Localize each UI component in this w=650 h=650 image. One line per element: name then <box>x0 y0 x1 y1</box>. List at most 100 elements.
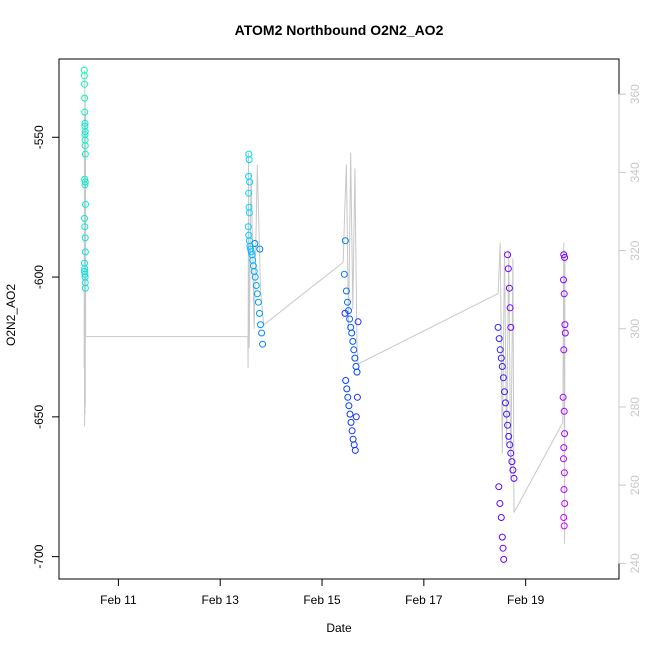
data-point <box>81 142 89 150</box>
data-point <box>561 254 569 261</box>
data-point <box>560 522 568 530</box>
data-point <box>560 346 568 354</box>
data-point <box>253 290 261 298</box>
data-point <box>259 340 267 348</box>
data-point <box>345 402 353 410</box>
data-point <box>258 329 266 337</box>
y2-tick-label: 280 <box>628 397 642 417</box>
data-point <box>561 430 569 438</box>
data-point <box>508 458 516 466</box>
y-axis-label: O2N2_AO2 <box>4 284 18 346</box>
y2-tick-label: 260 <box>628 475 642 495</box>
data-point <box>250 268 258 275</box>
data-point <box>507 449 515 457</box>
data-point <box>251 240 259 247</box>
data-point <box>560 444 568 452</box>
x-axis-label: Date <box>326 621 352 635</box>
data-point <box>343 385 351 393</box>
data-point <box>505 432 513 440</box>
data-point <box>510 474 518 482</box>
data-point <box>560 407 568 415</box>
data-point <box>561 329 569 337</box>
data-point <box>349 435 357 443</box>
data-point <box>496 500 504 507</box>
data-point <box>495 335 503 343</box>
data-point <box>81 94 89 102</box>
data-point <box>81 270 89 278</box>
data-point <box>352 363 360 370</box>
data-point <box>82 200 89 208</box>
data-point <box>344 298 351 306</box>
data-point <box>354 318 362 326</box>
y-tick-label: -700 <box>32 544 46 568</box>
y-tick-label: -650 <box>32 405 46 429</box>
data-point <box>350 441 358 449</box>
data-point <box>81 178 89 186</box>
data-point <box>349 337 357 345</box>
data-point <box>245 209 253 217</box>
data-point <box>256 309 263 317</box>
data-point <box>506 441 514 449</box>
data-point <box>560 276 567 284</box>
chart-title: ATOM2 Northbound O2N2_AO2 <box>235 22 444 38</box>
x-axis: Feb 11 Feb 13 Feb 15 Feb 17 Feb 19 <box>100 579 545 607</box>
data-point <box>350 346 358 354</box>
data-point <box>254 298 262 306</box>
data-point <box>560 251 568 259</box>
data-point <box>256 245 264 253</box>
y2-tick-label: 360 <box>628 84 642 104</box>
data-point <box>353 393 361 401</box>
data-point <box>497 354 505 362</box>
data-point <box>352 413 360 421</box>
data-point <box>496 346 504 354</box>
data-point <box>81 108 89 116</box>
y2-tick-label: 320 <box>628 240 642 260</box>
data-point <box>245 156 253 164</box>
data-point <box>344 393 352 401</box>
data-point <box>560 514 568 521</box>
data-point <box>81 80 88 88</box>
data-point <box>497 514 505 521</box>
data-point <box>247 248 255 256</box>
data-point <box>353 368 361 376</box>
y2-tick-label: 240 <box>628 553 642 573</box>
data-point <box>81 268 88 275</box>
data-point <box>81 248 89 256</box>
x-tick-label: Feb 19 <box>507 593 545 607</box>
data-point <box>251 273 259 281</box>
data-point <box>504 265 512 273</box>
x-tick-label: Feb 15 <box>303 593 341 607</box>
data-point <box>498 533 506 541</box>
data-point <box>346 315 354 323</box>
data-point <box>498 363 506 370</box>
data-point <box>500 555 508 563</box>
data-point <box>252 282 260 289</box>
data-point <box>505 284 513 292</box>
data-point <box>503 410 511 418</box>
data-point <box>509 466 517 474</box>
data-point <box>495 483 503 491</box>
data-point <box>347 418 355 426</box>
y-tick-label: -550 <box>32 125 46 149</box>
data-point <box>340 270 348 278</box>
data-point <box>507 323 515 331</box>
data-point <box>81 128 89 136</box>
data-point <box>341 309 349 317</box>
data-point <box>561 321 569 329</box>
data-point <box>257 321 264 329</box>
x-tick-label: Feb 17 <box>405 593 443 607</box>
x-tick-label: Feb 11 <box>100 593 137 607</box>
data-point <box>348 329 356 337</box>
data-point <box>346 410 354 418</box>
data-point <box>246 178 254 186</box>
data-point <box>560 455 567 463</box>
data-point <box>504 251 512 259</box>
gray-line-series <box>83 70 566 544</box>
y-tick-label: -600 <box>32 265 46 289</box>
data-point <box>81 150 89 158</box>
y-axis-left: -550 -600 -650 -700 <box>32 125 59 569</box>
y2-tick-label: 340 <box>628 162 642 182</box>
data-point <box>342 377 350 384</box>
y2-tick-label: 300 <box>628 318 642 338</box>
data-point <box>501 388 508 396</box>
